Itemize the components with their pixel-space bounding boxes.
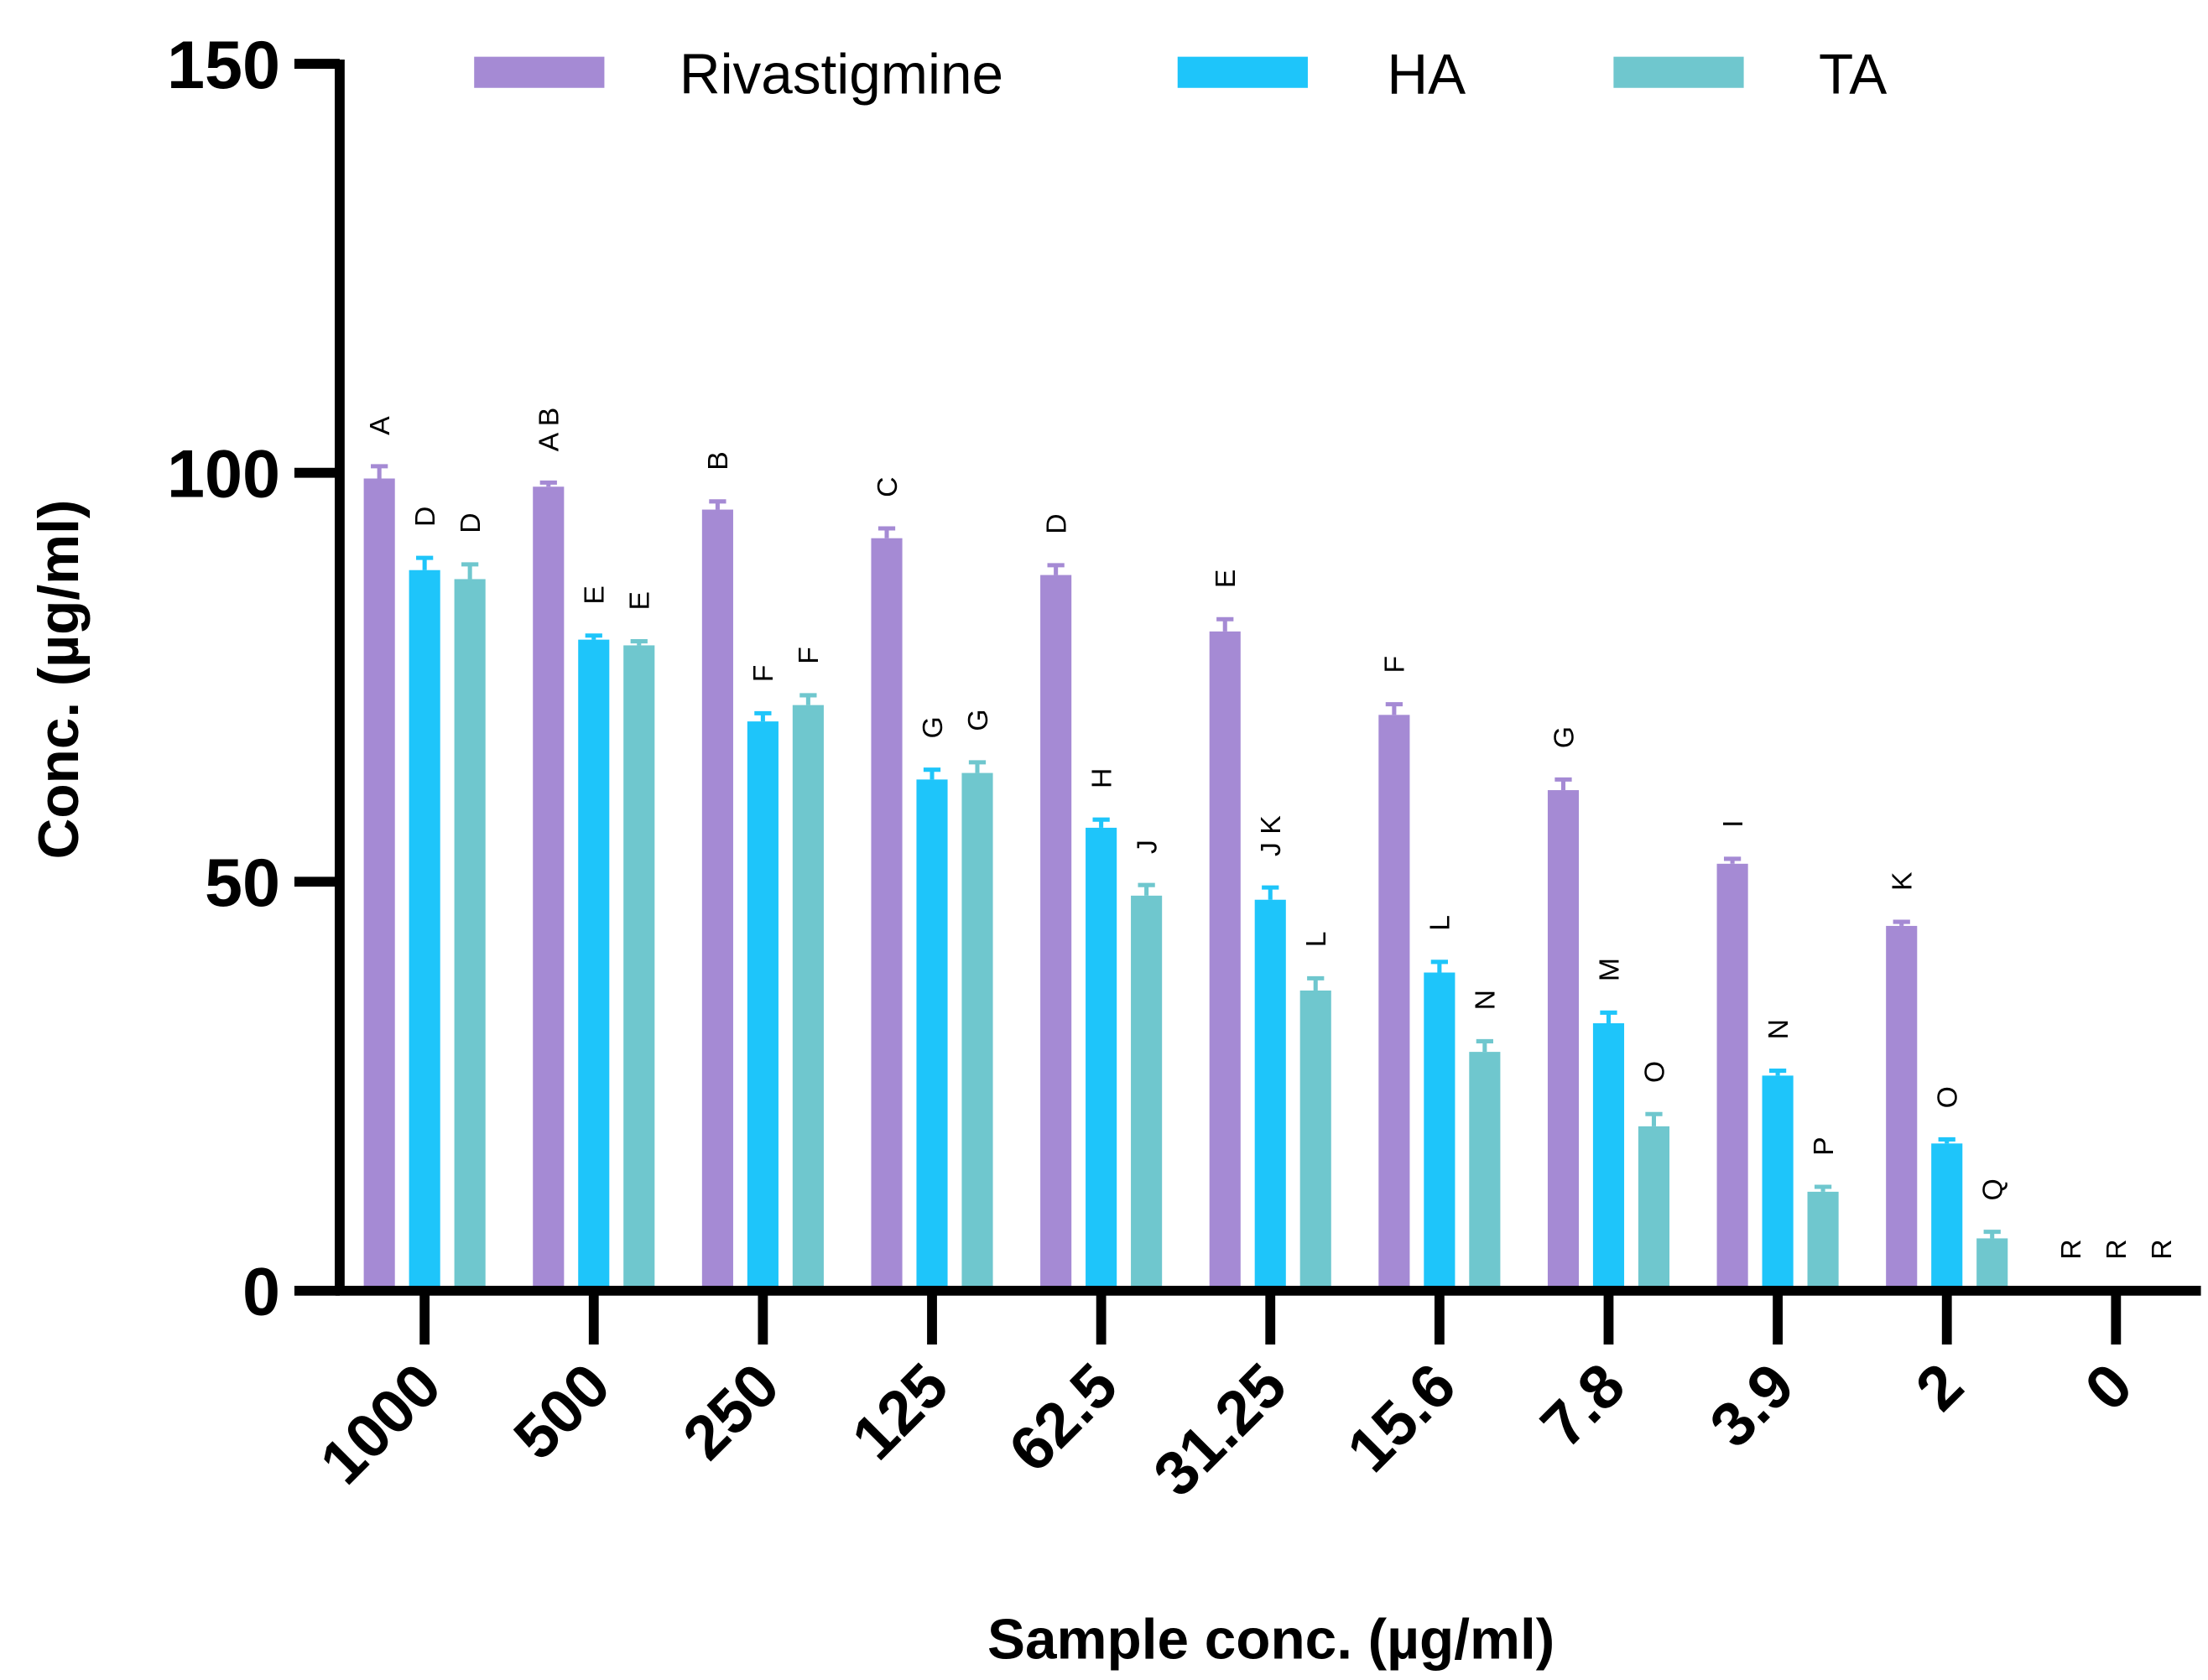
bar <box>701 509 733 1291</box>
legend-swatch <box>1177 56 1308 88</box>
y-tick-label: 0 <box>242 1255 280 1330</box>
significance-letter: C <box>872 476 904 497</box>
significance-letter: P <box>1808 1136 1840 1156</box>
bar <box>916 779 948 1291</box>
significance-letter: O <box>1638 1061 1670 1083</box>
legend: Rivastigmine HA TA <box>474 44 1887 107</box>
bar <box>871 538 903 1291</box>
significance-letter: N <box>1763 1019 1794 1039</box>
y-tick-label: 150 <box>167 28 280 103</box>
bar <box>1886 925 1918 1291</box>
bar <box>1086 827 1117 1291</box>
significance-letter: N <box>1470 990 1502 1010</box>
bar <box>1716 863 1748 1291</box>
bar <box>1931 1143 1963 1291</box>
bar <box>533 486 565 1291</box>
x-tick-label: 31.25 <box>1140 1350 1299 1510</box>
bar <box>747 721 779 1291</box>
bar <box>1807 1191 1839 1291</box>
significance-letter: O <box>1932 1086 1964 1108</box>
x-tick-label: 0 <box>2071 1350 2145 1424</box>
x-tick-label: 62.5 <box>996 1350 1131 1485</box>
significance-letter: A <box>364 416 396 435</box>
bar <box>623 645 655 1291</box>
x-tick-label: 500 <box>500 1350 622 1473</box>
legend-label: TA <box>1819 44 1887 107</box>
significance-letter: F <box>793 647 825 664</box>
x-tick-label: 15.6 <box>1334 1350 1469 1485</box>
significance-letter: E <box>1210 570 1242 589</box>
bar <box>1131 895 1163 1291</box>
significance-letter: G <box>962 710 994 731</box>
significance-letter: D <box>409 507 441 527</box>
bar <box>1299 990 1331 1291</box>
significance-letter: L <box>1300 931 1332 947</box>
significance-letter: E <box>624 591 656 611</box>
bar <box>1209 631 1241 1291</box>
significance-letter: J K <box>1255 815 1287 856</box>
bar <box>1547 790 1580 1291</box>
legend-label: HA <box>1387 44 1466 107</box>
bar <box>1976 1238 2008 1291</box>
bar <box>1762 1075 1794 1291</box>
bar <box>1592 1022 1625 1291</box>
x-axis-label: Sample conc. (µg/ml) <box>987 1609 1554 1672</box>
x-tick-label: 250 <box>669 1350 792 1473</box>
significance-letter: E <box>579 585 611 605</box>
significance-letter: J <box>1131 840 1163 854</box>
x-tick-label: 1000 <box>307 1350 454 1497</box>
legend-label: Rivastigmine <box>680 44 1003 107</box>
significance-letter: Q <box>1977 1178 2009 1200</box>
significance-letter: R <box>2146 1239 2178 1259</box>
y-tick-label: 50 <box>205 845 280 921</box>
significance-letter: G <box>1548 726 1580 748</box>
bar <box>363 478 395 1291</box>
legend-swatch <box>1613 56 1744 88</box>
y-axis-label: Conc. (µg/ml) <box>28 500 91 860</box>
bar <box>1469 1052 1501 1291</box>
significance-letter: M <box>1593 958 1625 981</box>
bar <box>1378 715 1410 1291</box>
significance-letter: L <box>1424 915 1456 931</box>
bar <box>792 705 824 1291</box>
significance-letter: F <box>1379 656 1411 674</box>
significance-letter: D <box>455 512 487 533</box>
significance-letter: G <box>917 716 949 738</box>
significance-letter: R <box>2101 1239 2132 1259</box>
bar <box>1254 899 1286 1291</box>
significance-letter: I <box>1717 819 1749 827</box>
bar <box>1040 575 1072 1291</box>
significance-letter: D <box>1040 513 1072 533</box>
y-tick-label: 100 <box>167 436 280 512</box>
significance-letter: A B <box>534 408 565 452</box>
bar <box>578 639 610 1291</box>
significance-letter: K <box>1887 871 1919 891</box>
bar <box>409 570 440 1291</box>
x-tick-label: 3.9 <box>1696 1350 1807 1461</box>
x-tick-label: 2 <box>1903 1350 1976 1424</box>
bar <box>1638 1126 1670 1291</box>
x-tick-label: 125 <box>839 1350 961 1473</box>
legend-swatch <box>474 56 605 88</box>
significance-letter: H <box>1086 768 1117 788</box>
bar <box>454 579 486 1291</box>
significance-letter: F <box>747 665 779 683</box>
bar <box>961 772 993 1291</box>
significance-letter: R <box>2055 1239 2087 1259</box>
x-tick-label: 7.8 <box>1528 1350 1638 1461</box>
significance-letter: B <box>702 451 734 471</box>
bar <box>1424 972 1456 1291</box>
